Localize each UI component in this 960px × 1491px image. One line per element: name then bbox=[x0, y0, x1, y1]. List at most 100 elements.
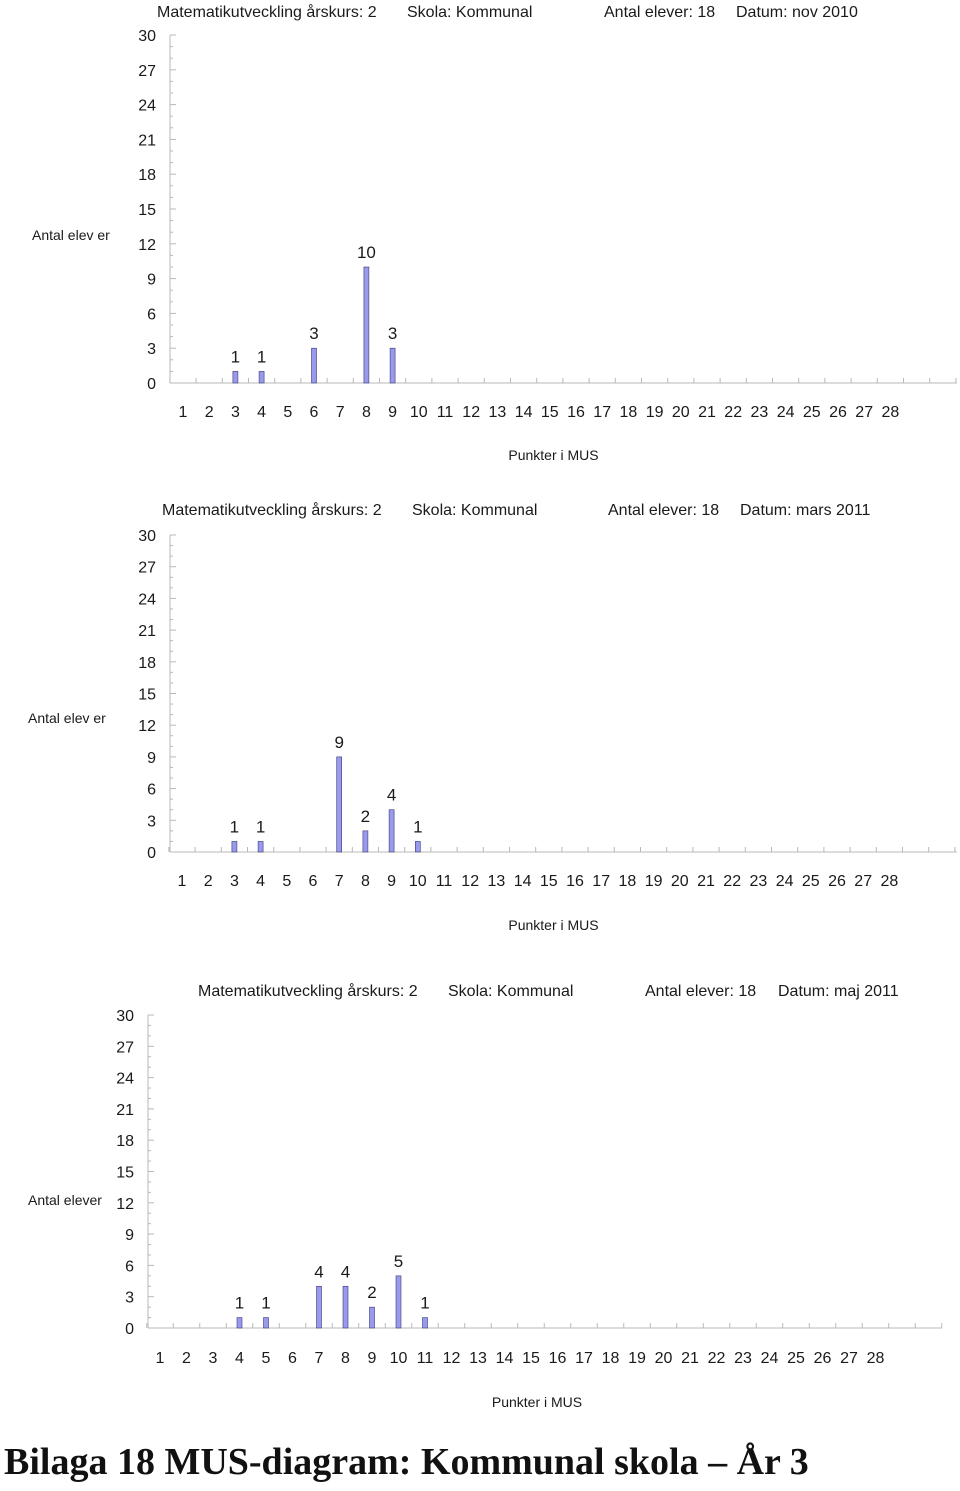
bar-7 bbox=[336, 756, 343, 853]
bar-10 bbox=[395, 1275, 402, 1329]
data-label-6: 3 bbox=[309, 324, 318, 343]
y-tick-label: 15 bbox=[116, 1165, 134, 1182]
y-tick-label: 3 bbox=[147, 813, 156, 830]
bar-6 bbox=[311, 347, 317, 384]
y-tick-label: 12 bbox=[138, 237, 156, 254]
y-tick-label: 30 bbox=[138, 28, 156, 45]
chart-header-students: Antal elever: 18 bbox=[608, 502, 719, 519]
x-tick-label: 6 bbox=[309, 873, 318, 890]
x-tick-label: 28 bbox=[867, 1350, 885, 1367]
bar-11 bbox=[422, 1317, 428, 1329]
x-axis-label: Punkter i MUS bbox=[508, 447, 598, 463]
x-tick-label: 15 bbox=[522, 1350, 540, 1367]
y-tick-label: 12 bbox=[138, 718, 156, 735]
x-tick-label: 9 bbox=[368, 1350, 377, 1367]
x-tick-label: 7 bbox=[335, 873, 344, 890]
data-label-7: 4 bbox=[314, 1262, 323, 1281]
y-tick-label: 18 bbox=[138, 167, 156, 184]
x-tick-label: 21 bbox=[697, 873, 715, 890]
x-tick-label: 21 bbox=[698, 404, 716, 421]
x-tick-label: 23 bbox=[751, 404, 769, 421]
x-tick-label: 4 bbox=[256, 873, 265, 890]
x-tick-label: 22 bbox=[723, 873, 741, 890]
x-tick-label: 23 bbox=[750, 873, 768, 890]
chart-header-course: Matematikutveckling årskurs: 2 bbox=[157, 3, 377, 21]
y-tick-label: 3 bbox=[147, 341, 156, 358]
x-tick-label: 2 bbox=[205, 404, 214, 421]
x-tick-label: 6 bbox=[310, 404, 319, 421]
y-tick-label: 0 bbox=[125, 1321, 134, 1338]
y-axis-label: Antal elev er bbox=[32, 227, 110, 243]
x-tick-label: 3 bbox=[209, 1350, 218, 1367]
bar-3 bbox=[232, 371, 239, 384]
x-tick-label: 5 bbox=[283, 404, 292, 421]
x-tick-label: 18 bbox=[619, 873, 637, 890]
y-tick-label: 27 bbox=[138, 63, 156, 80]
x-axis-label: Punkter i MUS bbox=[492, 1394, 582, 1410]
data-label-5: 1 bbox=[261, 1294, 270, 1313]
x-tick-label: 7 bbox=[336, 404, 345, 421]
x-tick-label: 4 bbox=[235, 1350, 244, 1367]
x-axis-label: Punkter i MUS bbox=[508, 917, 598, 933]
mus-chart-maj-2011: Matematikutveckling årskurs: 2 Skola: Kom… bbox=[28, 982, 943, 1410]
x-tick-label: 26 bbox=[828, 873, 846, 890]
data-label-9: 2 bbox=[367, 1283, 376, 1302]
data-label-7: 9 bbox=[334, 733, 343, 752]
data-label-9: 4 bbox=[387, 786, 396, 805]
x-tick-label: 12 bbox=[462, 404, 480, 421]
x-tick-label: 5 bbox=[282, 873, 291, 890]
x-tick-label: 2 bbox=[204, 873, 213, 890]
x-tick-label: 10 bbox=[390, 1350, 408, 1367]
x-tick-label: 6 bbox=[288, 1350, 297, 1367]
bar-4 bbox=[236, 1317, 243, 1329]
x-tick-label: 14 bbox=[496, 1350, 514, 1367]
x-tick-label: 16 bbox=[549, 1350, 567, 1367]
x-tick-label: 27 bbox=[855, 404, 873, 421]
x-tick-label: 24 bbox=[761, 1350, 779, 1367]
x-tick-label: 16 bbox=[567, 404, 585, 421]
y-tick-label: 0 bbox=[147, 845, 156, 862]
y-tick-label: 6 bbox=[147, 782, 156, 799]
bar-5 bbox=[263, 1317, 269, 1329]
x-tick-label: 13 bbox=[488, 873, 506, 890]
y-tick-label: 12 bbox=[116, 1196, 134, 1213]
x-tick-label: 11 bbox=[436, 873, 453, 890]
x-tick-label: 11 bbox=[417, 1350, 434, 1367]
data-label-4: 1 bbox=[256, 817, 265, 836]
x-tick-label: 25 bbox=[803, 404, 821, 421]
data-label-3: 1 bbox=[231, 347, 240, 366]
data-label-10: 1 bbox=[413, 817, 422, 836]
x-tick-label: 21 bbox=[681, 1350, 699, 1367]
bar-4 bbox=[257, 841, 264, 853]
data-label-4: 1 bbox=[235, 1294, 244, 1313]
data-label-11: 1 bbox=[420, 1294, 429, 1313]
x-tick-label: 27 bbox=[840, 1350, 858, 1367]
x-tick-label: 22 bbox=[724, 404, 742, 421]
x-tick-label: 22 bbox=[708, 1350, 726, 1367]
x-tick-label: 1 bbox=[178, 873, 187, 890]
y-tick-label: 18 bbox=[138, 655, 156, 672]
x-tick-label: 17 bbox=[575, 1350, 593, 1367]
x-tick-label: 2 bbox=[182, 1350, 191, 1367]
data-label-9: 3 bbox=[388, 324, 397, 343]
chart-header-students: Antal elever: 18 bbox=[604, 4, 715, 21]
x-tick-label: 17 bbox=[593, 404, 611, 421]
x-tick-label: 17 bbox=[592, 873, 610, 890]
bar-9 bbox=[389, 347, 396, 384]
x-tick-label: 8 bbox=[341, 1350, 350, 1367]
data-label-8: 2 bbox=[361, 807, 370, 826]
x-tick-label: 9 bbox=[388, 404, 397, 421]
x-tick-label: 8 bbox=[361, 873, 370, 890]
chart-header-date: Datum: nov 2010 bbox=[736, 4, 858, 21]
x-tick-label: 18 bbox=[620, 404, 638, 421]
x-tick-label: 4 bbox=[257, 404, 266, 421]
x-tick-label: 12 bbox=[461, 873, 479, 890]
y-tick-label: 21 bbox=[138, 132, 156, 149]
bar-8 bbox=[363, 266, 370, 384]
chart-header-course: Matematikutveckling årskurs: 2 bbox=[198, 982, 418, 1000]
x-tick-label: 27 bbox=[854, 873, 872, 890]
bar-3 bbox=[231, 841, 238, 853]
x-tick-label: 13 bbox=[469, 1350, 487, 1367]
x-tick-label: 7 bbox=[315, 1350, 324, 1367]
y-axis-label: Antal elev er bbox=[28, 710, 106, 726]
